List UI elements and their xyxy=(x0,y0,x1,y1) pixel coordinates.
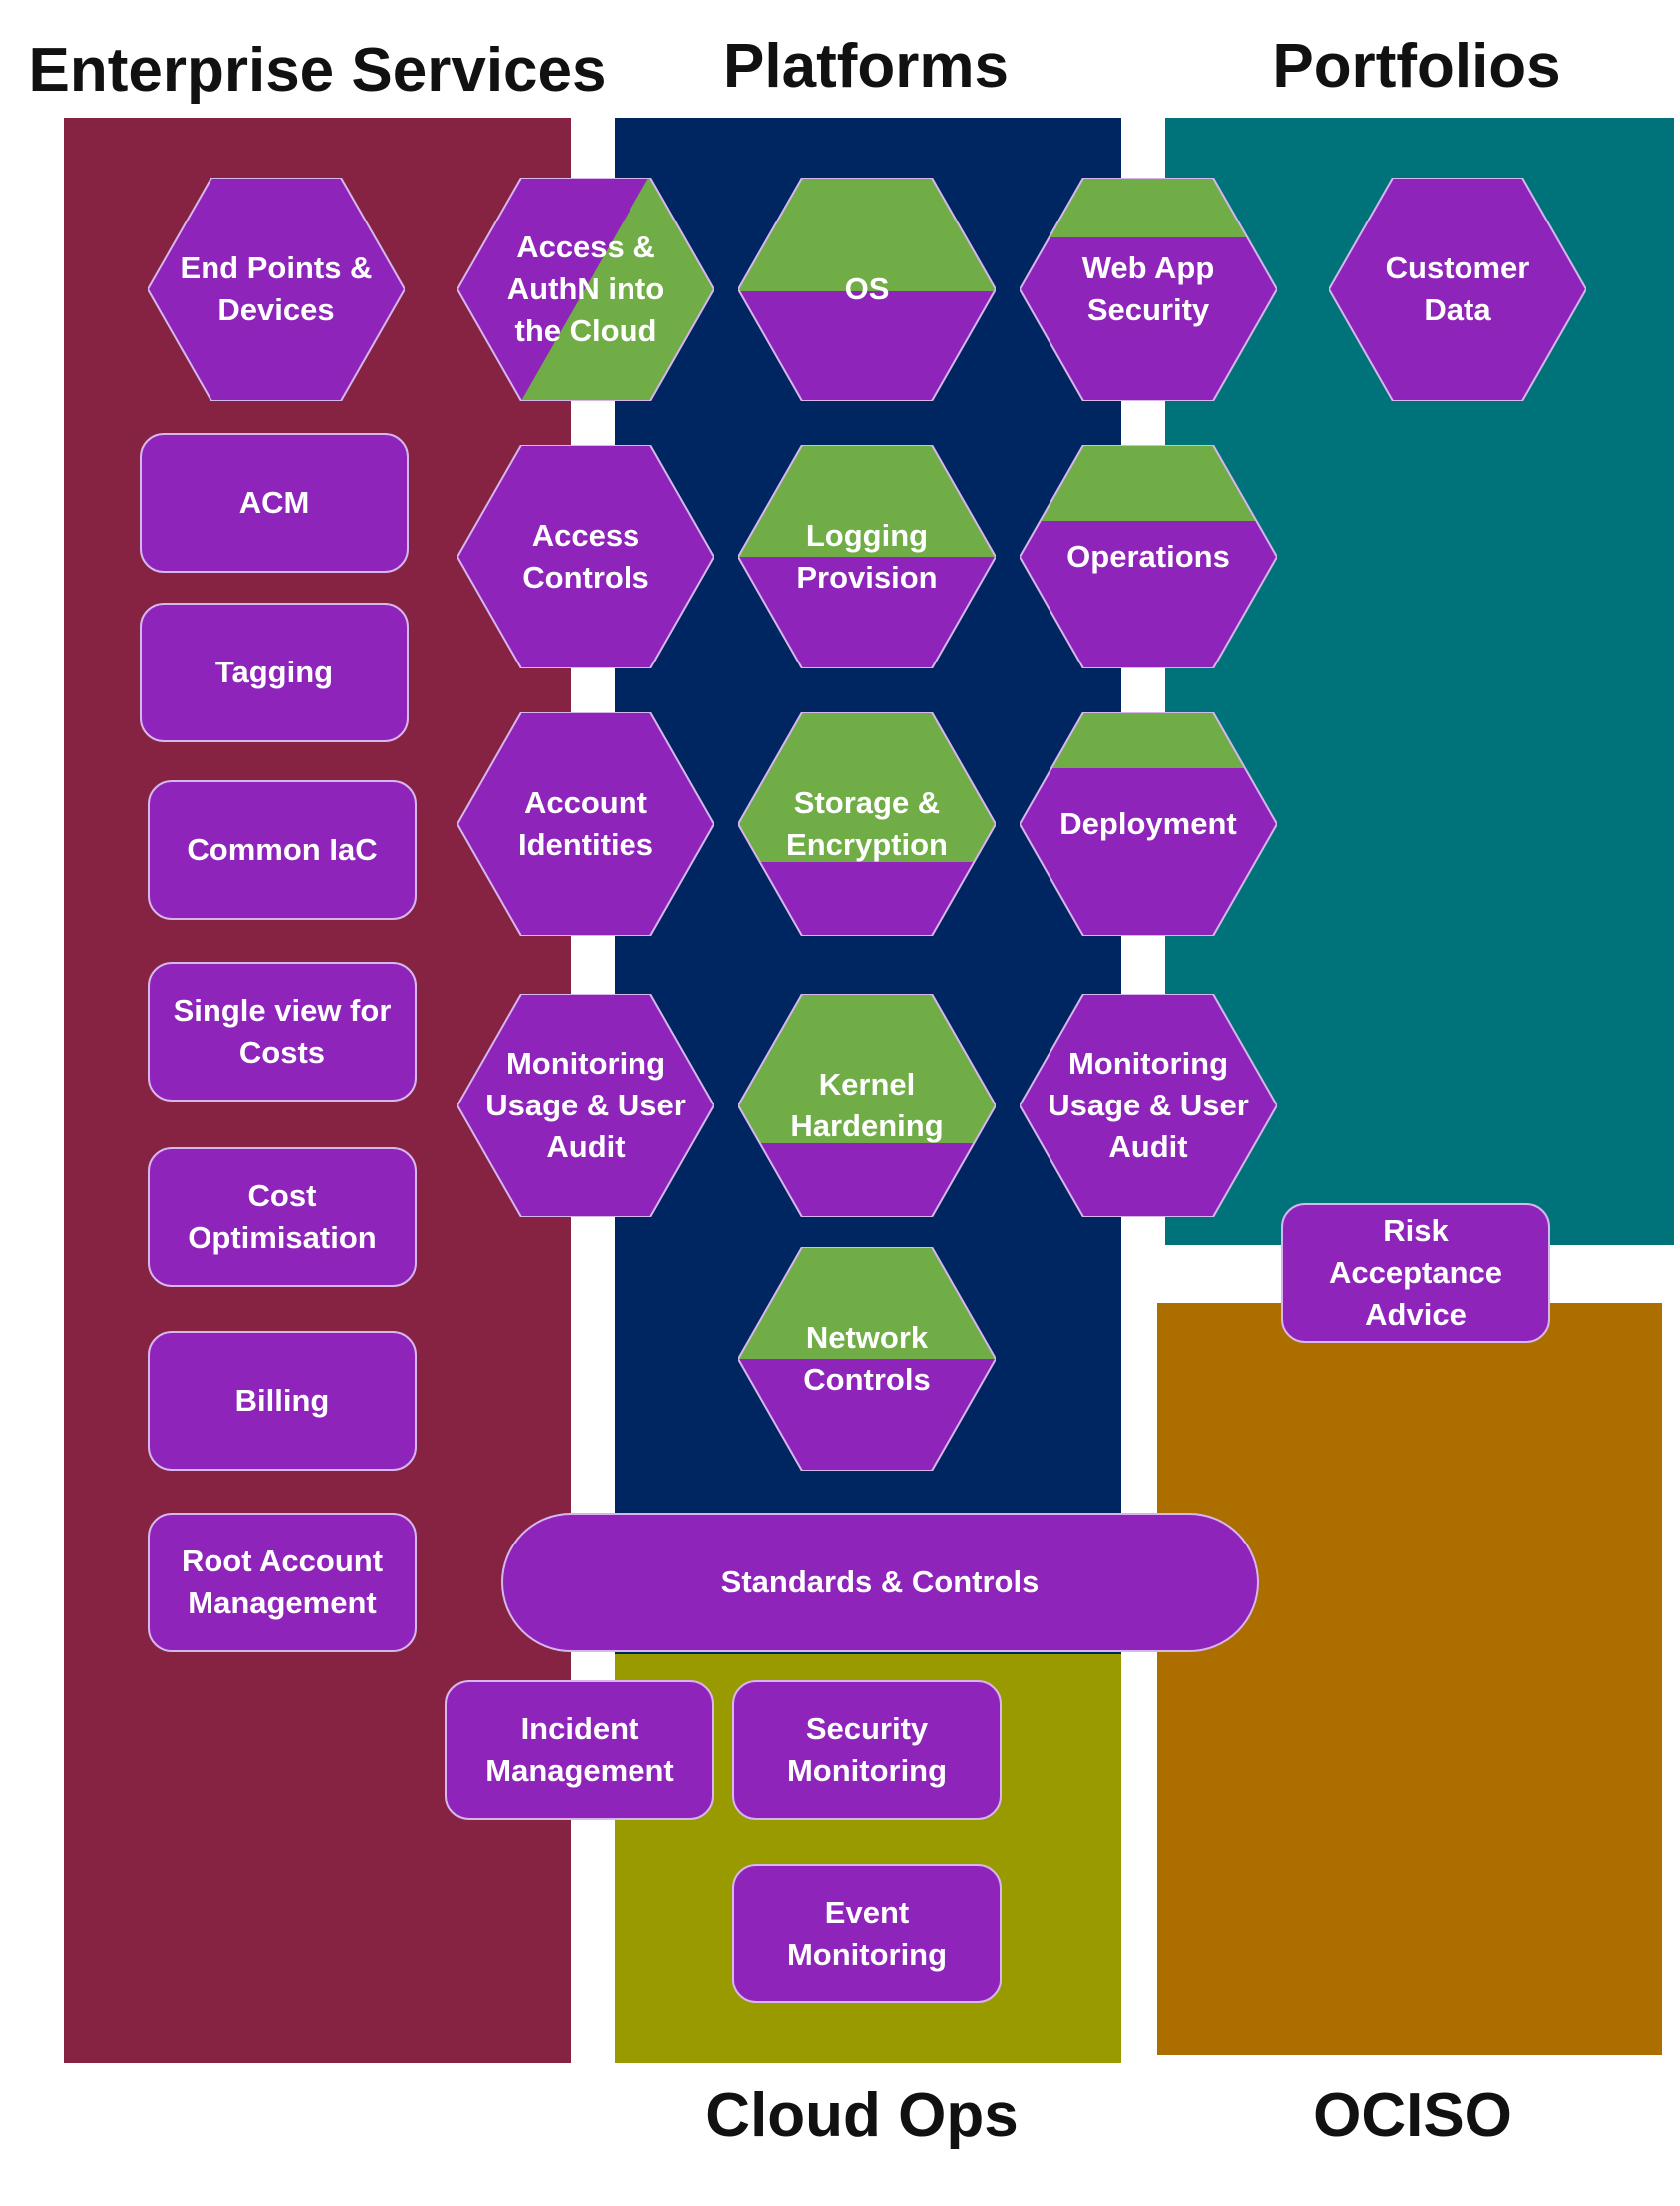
box-label: Common IaC xyxy=(187,832,378,867)
portfolios-title: Portfolios xyxy=(1272,32,1561,101)
end-points-devices-hexagon[interactable]: End Points & Devices xyxy=(148,178,405,401)
box-label: Billing xyxy=(234,1383,330,1418)
access-authn-cloud-hexagon[interactable]: Access & AuthN into the Cloud xyxy=(457,178,714,401)
deployment-hexagon[interactable]: Deployment xyxy=(1020,712,1277,936)
hexagon-label: Network Controls xyxy=(803,1320,931,1397)
single-view-costs-box[interactable]: Single view for Costs xyxy=(148,962,417,1102)
box-label: Event Monitoring xyxy=(786,1895,948,1972)
root-account-management-box[interactable]: Root Account Management xyxy=(148,1513,417,1652)
hexagon-shape xyxy=(457,994,714,1217)
acm-box[interactable]: ACM xyxy=(140,433,409,573)
hexagon-shape xyxy=(738,445,996,668)
box-label: ACM xyxy=(238,485,310,520)
hexagon-shape xyxy=(738,994,996,1217)
hexagon-shape xyxy=(1020,445,1277,668)
hexagon-label: OS xyxy=(844,271,890,306)
logging-provision-hexagon[interactable]: Logging Provision xyxy=(738,445,996,668)
box-label: Security Monitoring xyxy=(786,1711,948,1788)
hexagon-shape xyxy=(148,178,405,401)
network-controls-hexagon[interactable]: Network Controls xyxy=(738,1247,996,1471)
hexagon-label: Access Controls xyxy=(522,518,649,595)
cost-optimisation-box[interactable]: Cost Optimisation xyxy=(148,1147,417,1287)
box-label: Tagging xyxy=(214,655,334,689)
standards-controls-pill[interactable]: Standards & Controls xyxy=(501,1513,1259,1652)
incident-management-box[interactable]: Incident Management xyxy=(445,1680,714,1820)
hexagon-label: Monitoring Usage & User Audit xyxy=(485,1046,686,1164)
hexagon-shape xyxy=(457,445,714,668)
box-label: Root Account Management xyxy=(181,1544,384,1620)
hexagon-shape xyxy=(738,712,996,936)
box-label: Incident Management xyxy=(485,1711,674,1788)
hexagon-shape xyxy=(457,712,714,936)
hexagon-label: Account Identities xyxy=(517,785,654,862)
box-label: Risk Acceptance Advice xyxy=(1328,1213,1503,1332)
box-label: Cost Optimisation xyxy=(188,1178,377,1255)
customer-data-hexagon[interactable]: Customer Data xyxy=(1329,178,1586,401)
enterprise-services-title: Enterprise Services xyxy=(28,36,607,105)
hexagon-label: Deployment xyxy=(1059,806,1237,841)
os-hexagon[interactable]: OS xyxy=(738,178,996,401)
hexagon-label: Monitoring Usage & User Audit xyxy=(1048,1046,1249,1164)
hexagon-label: Kernel Hardening xyxy=(790,1067,944,1143)
event-monitoring-box[interactable]: Event Monitoring xyxy=(732,1864,1002,2003)
platforms-title: Platforms xyxy=(723,32,1009,101)
account-identities-hexagon[interactable]: Account Identities xyxy=(457,712,714,936)
common-iac-box[interactable]: Common IaC xyxy=(148,780,417,920)
hexagon-label: End Points & Devices xyxy=(180,250,373,327)
hexagon-shape xyxy=(1329,178,1586,401)
cloud-ops-title: Cloud Ops xyxy=(705,2081,1019,2150)
hexagon-shape xyxy=(738,178,996,401)
hexagon-label: Web App Security xyxy=(1081,250,1215,327)
security-monitoring-box[interactable]: Security Monitoring xyxy=(732,1680,1002,1820)
hexagon-shape xyxy=(1020,994,1277,1217)
hexagon-shape xyxy=(738,1247,996,1471)
web-app-security-hexagon[interactable]: Web App Security xyxy=(1020,178,1277,401)
hexagon-shape xyxy=(1020,712,1277,936)
kernel-hardening-hexagon[interactable]: Kernel Hardening xyxy=(738,994,996,1217)
monitoring-usage-audit-right-hexagon[interactable]: Monitoring Usage & User Audit xyxy=(1020,994,1277,1217)
ociso-title: OCISO xyxy=(1313,2081,1512,2150)
hexagon-shape xyxy=(1020,178,1277,401)
hexagon-label: Storage & Encryption xyxy=(786,785,948,862)
hexagon-shape xyxy=(457,178,714,401)
box-label: Single view for Costs xyxy=(173,993,392,1070)
billing-box[interactable]: Billing xyxy=(148,1331,417,1471)
operations-hexagon[interactable]: Operations xyxy=(1020,445,1277,668)
hexagon-label: Logging Provision xyxy=(796,518,938,595)
hexagon-label: Customer Data xyxy=(1385,250,1530,327)
hexagon-label: Operations xyxy=(1066,539,1230,574)
storage-encryption-hexagon[interactable]: Storage & Encryption xyxy=(738,712,996,936)
tagging-box[interactable]: Tagging xyxy=(140,603,409,742)
risk-acceptance-advice-box[interactable]: Risk Acceptance Advice xyxy=(1281,1203,1550,1343)
access-controls-hexagon[interactable]: Access Controls xyxy=(457,445,714,668)
hexagon-label: Access & AuthN into the Cloud xyxy=(506,229,665,348)
pill-label: Standards & Controls xyxy=(720,1564,1040,1599)
monitoring-usage-audit-left-hexagon[interactable]: Monitoring Usage & User Audit xyxy=(457,994,714,1217)
ociso-zone xyxy=(1157,1303,1662,2055)
